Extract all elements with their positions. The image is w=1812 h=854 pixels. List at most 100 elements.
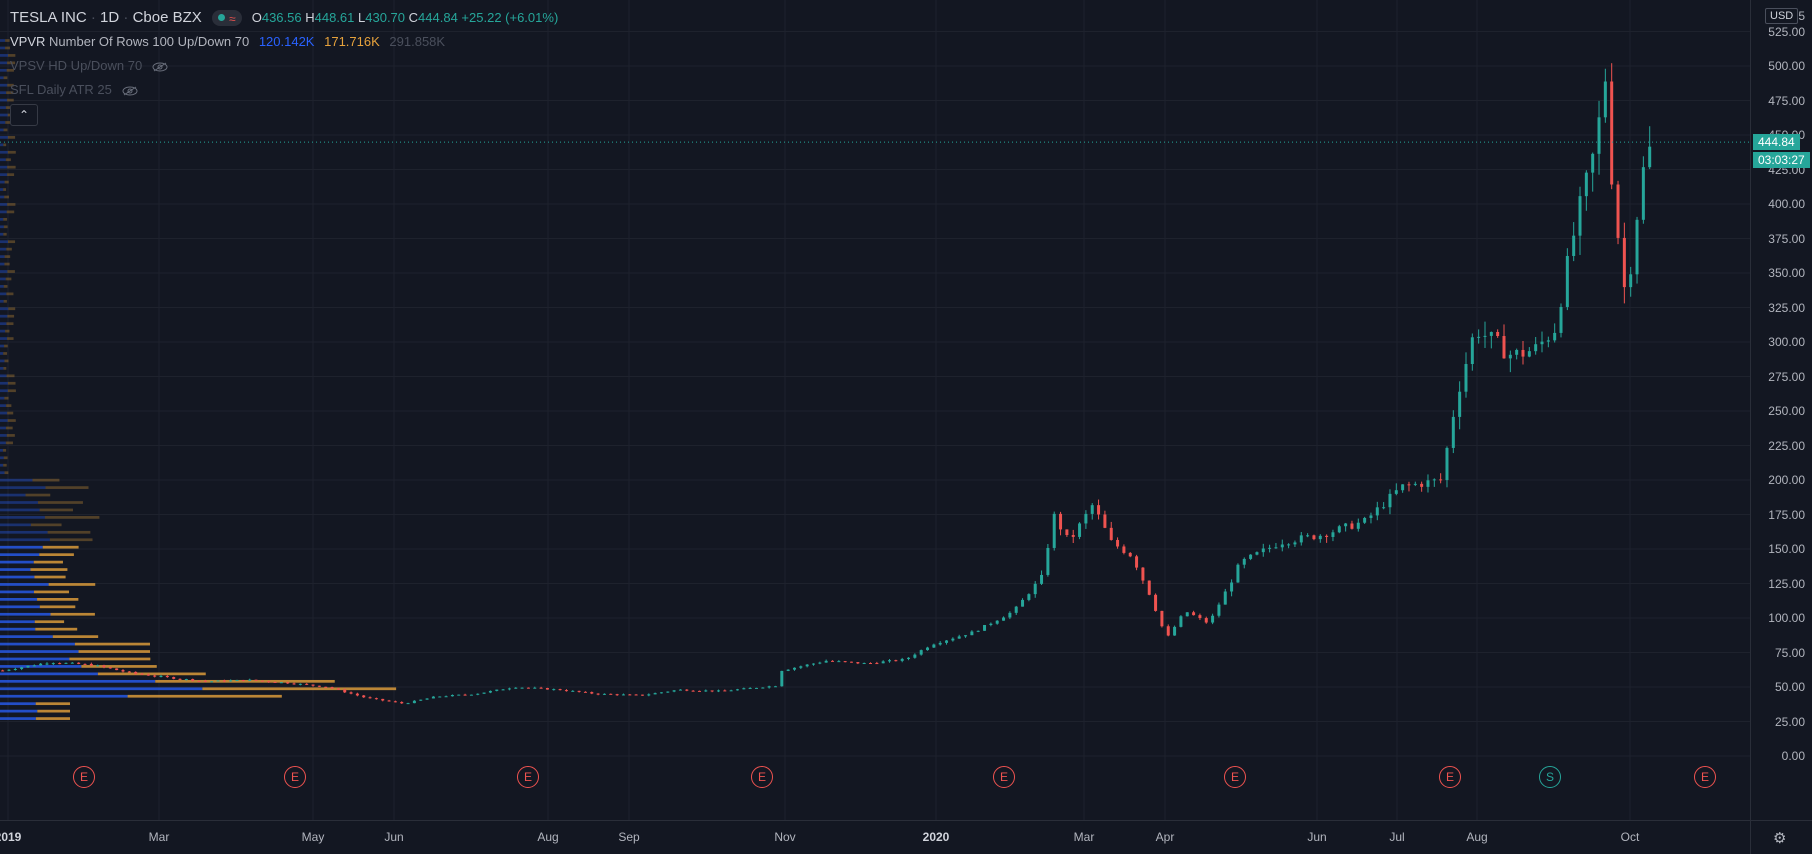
volume-profile-bar-up [0, 255, 5, 258]
volume-profile-bar-down [127, 694, 282, 698]
candle [1407, 481, 1411, 492]
volume-profile-bar-up [0, 523, 31, 527]
candle [298, 683, 302, 686]
candle [691, 690, 695, 692]
candle [286, 681, 290, 684]
earnings-event-marker[interactable]: E [517, 766, 539, 788]
candle [305, 683, 309, 685]
candle [83, 663, 87, 665]
candle [400, 701, 404, 704]
volume-profile-bar-up [0, 404, 7, 407]
volume-profile-bar-down [45, 486, 89, 489]
gear-icon[interactable]: ⚙ [1773, 830, 1787, 847]
candle [1116, 537, 1120, 549]
volume-profile-bar-up [0, 583, 49, 586]
candle [431, 696, 435, 699]
candle [786, 669, 790, 672]
price-axis[interactable]: 525.00500.00475.00450.00425.00400.00375.… [1750, 0, 1812, 820]
price-chart[interactable] [0, 0, 1750, 820]
earnings-event-marker[interactable]: E [1694, 766, 1716, 788]
volume-profile-bar-down [7, 240, 16, 244]
candle [552, 688, 556, 691]
earnings-event-marker[interactable]: E [751, 766, 773, 788]
volume-profile-bar-up [0, 486, 46, 489]
atr-legend[interactable]: SFL Daily ATR 25 [10, 82, 138, 97]
price-tick-label: 150.00 [1768, 542, 1805, 557]
candle [1527, 347, 1531, 358]
candle [938, 641, 942, 646]
candle [761, 687, 765, 689]
volume-profile-bar-down [6, 91, 14, 95]
earnings-event-marker[interactable]: E [993, 766, 1015, 788]
candle [476, 693, 480, 696]
collapse-legend-button[interactable]: ⌃ [10, 104, 38, 126]
split-event-marker[interactable]: S [1539, 766, 1561, 788]
volume-profile-bar-up [0, 605, 40, 609]
candle [1369, 512, 1373, 524]
candle [254, 679, 258, 682]
vpsv-legend[interactable]: VPSV HD Up/Down 70 [10, 58, 168, 73]
chart-settings-corner[interactable]: ⚙ [1750, 820, 1812, 854]
hidden-eye-icon[interactable] [122, 86, 138, 96]
hidden-eye-icon[interactable] [152, 62, 168, 72]
vpvr-legend[interactable]: VPVR Number Of Rows 100 Up/Down 70 120.1… [10, 34, 445, 49]
volume-profile-bar-down [30, 523, 62, 527]
candle [1629, 266, 1633, 297]
candle [70, 662, 74, 664]
candle [216, 680, 220, 682]
candle [1122, 544, 1126, 555]
market-status[interactable]: ≈ [211, 10, 242, 26]
candle [121, 669, 125, 673]
candle [58, 662, 62, 665]
volume-profile-bar-down [81, 665, 157, 668]
change-value: +25.22 (+6.01%) [461, 10, 559, 25]
candle [1065, 529, 1069, 537]
volume-profile-bar-up [0, 538, 50, 542]
candle [438, 696, 442, 698]
earnings-event-marker[interactable]: E [73, 766, 95, 788]
candle [1483, 321, 1487, 348]
volume-profile-bar-down [5, 329, 10, 333]
volume-profile-bar-down [7, 83, 14, 87]
candle [1287, 543, 1291, 549]
volume-profile-bar-down [25, 493, 51, 497]
chart-area[interactable]: TESLA INC · 1D · Cboe BZX ≈ O436.56 H448… [0, 0, 1750, 820]
candle [1515, 348, 1519, 360]
volume-profile-bar-down [3, 128, 8, 132]
volume-profile-bar-up [0, 247, 7, 251]
volume-profile-bar-down [34, 620, 65, 624]
earnings-event-marker[interactable]: E [1224, 766, 1246, 788]
candle [615, 693, 619, 696]
candle [324, 686, 328, 688]
candle [621, 693, 625, 696]
candle [1306, 533, 1310, 538]
candle [628, 693, 632, 696]
volume-profile-bar-up [0, 158, 6, 162]
price-tick-label: 25.00 [1774, 714, 1805, 729]
volume-profile-bar-up [0, 225, 4, 229]
candle [64, 662, 68, 664]
time-axis[interactable]: 2019 Mar May Jun Aug Sep Nov 2020 Mar Apr Jun Jul Au… [0, 820, 1750, 854]
candle [1059, 511, 1063, 536]
candle [336, 687, 340, 691]
volume-profile-bar-down [78, 650, 151, 653]
candle [672, 690, 676, 693]
volume-profile-bar-up [0, 702, 36, 706]
volume-profile-bar-down [47, 530, 91, 534]
candle [1559, 303, 1563, 338]
volume-profile-bar-down [6, 247, 12, 251]
indicator-name: VPVR [10, 34, 46, 49]
volume-profile-bar-up [0, 106, 6, 109]
volume-profile-bar-down [3, 367, 7, 370]
earnings-event-marker[interactable]: E [284, 766, 306, 788]
earnings-event-marker[interactable]: E [1439, 766, 1461, 788]
candle [1217, 602, 1221, 618]
market-open-dot-icon [217, 14, 225, 22]
volume-profile-bar-down [7, 381, 16, 385]
candle [881, 660, 885, 664]
volume-profile-bar-up [0, 478, 33, 482]
candle [1084, 510, 1088, 529]
symbol-legend[interactable]: TESLA INC · 1D · Cboe BZX ≈ O436.56 H448… [10, 9, 559, 27]
currency-button[interactable]: USD [1765, 8, 1799, 24]
candle [989, 622, 993, 627]
